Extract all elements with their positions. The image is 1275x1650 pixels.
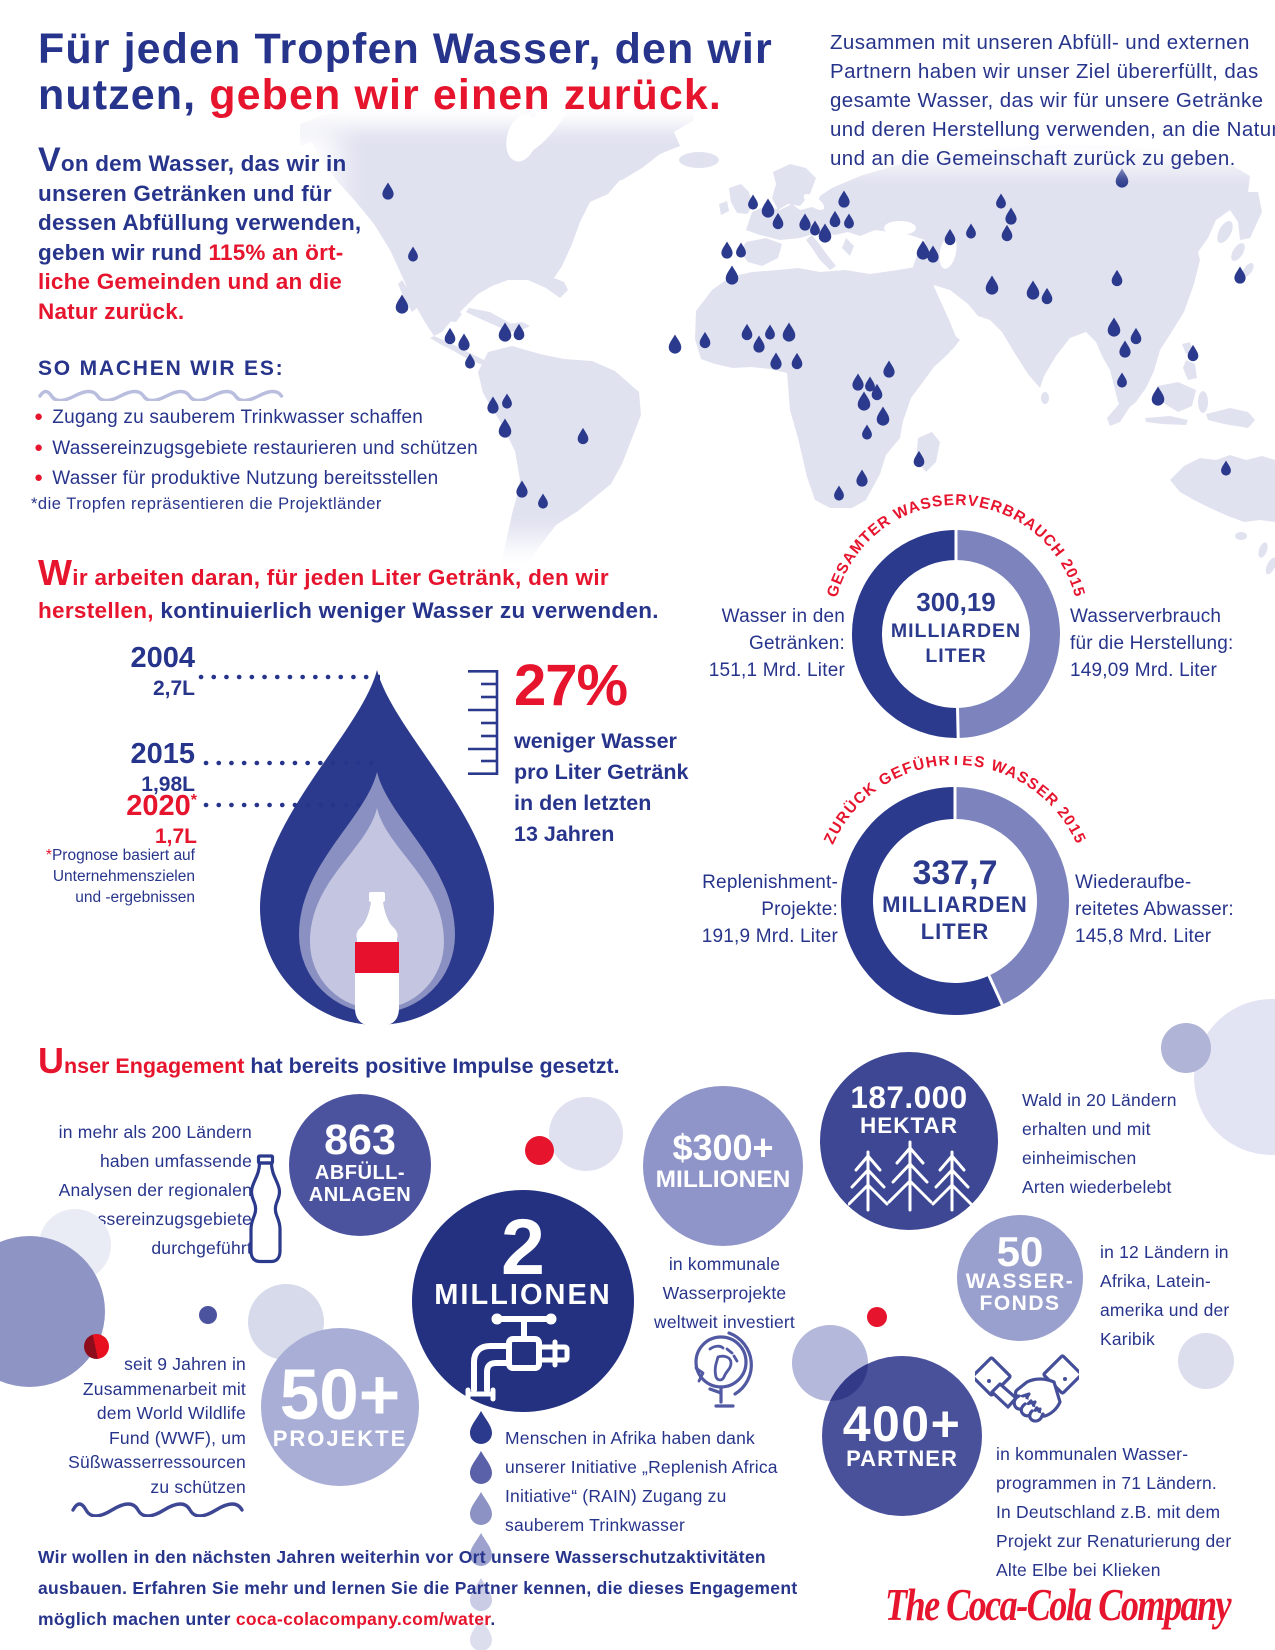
svg-text:337,7: 337,7 [912, 854, 997, 892]
svg-text:MILLIARDEN: MILLIARDEN [882, 892, 1028, 917]
svg-text:LITER: LITER [925, 645, 986, 667]
svg-text:300,19: 300,19 [916, 587, 996, 617]
svg-text:MILLIARDEN: MILLIARDEN [891, 620, 1021, 642]
svg-text:LITER: LITER [921, 919, 990, 944]
